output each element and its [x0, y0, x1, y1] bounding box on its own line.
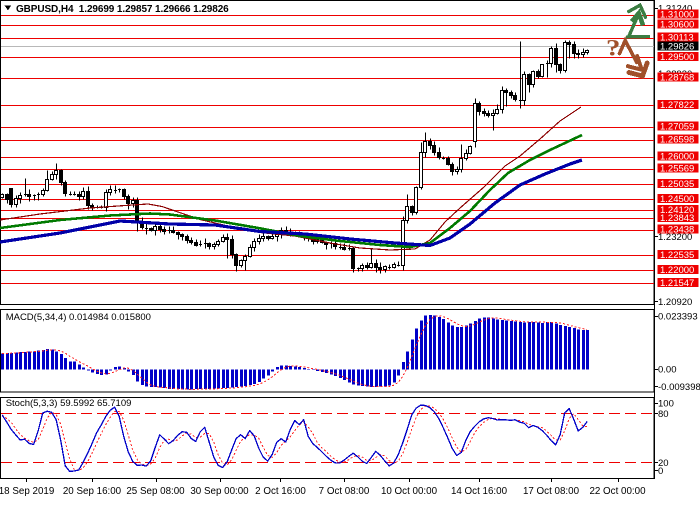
svg-text:30 Sep 00:00: 30 Sep 00:00: [190, 486, 249, 497]
svg-text:7 Oct 08:00: 7 Oct 08:00: [319, 486, 370, 497]
svg-text:80: 80: [658, 409, 669, 420]
svg-text:1.29500: 1.29500: [660, 52, 694, 63]
svg-text:1.22535: 1.22535: [660, 250, 694, 261]
svg-text:1.27059: 1.27059: [660, 121, 694, 132]
svg-text:1.23843: 1.23843: [660, 213, 694, 224]
svg-text:20: 20: [658, 458, 669, 469]
svg-text:1.24500: 1.24500: [660, 194, 694, 205]
svg-text:1.25035: 1.25035: [660, 179, 694, 190]
svg-text:10 Oct 00:00: 10 Oct 00:00: [381, 486, 438, 497]
svg-text:0.00: 0.00: [658, 364, 677, 375]
svg-text:1.28768: 1.28768: [660, 72, 694, 83]
svg-text:1.24120: 1.24120: [660, 205, 694, 216]
svg-text:20 Sep 16:00: 20 Sep 16:00: [63, 486, 122, 497]
svg-text:1.30113: 1.30113: [660, 32, 694, 43]
svg-text:Stoch(5,3,3) 59.5992 65.7109: Stoch(5,3,3) 59.5992 65.7109: [6, 398, 132, 409]
svg-text:1.22000: 1.22000: [660, 265, 694, 276]
svg-text:14 Oct 16:00: 14 Oct 16:00: [451, 486, 508, 497]
svg-text:17 Oct 08:00: 17 Oct 08:00: [523, 486, 580, 497]
svg-text:1.20920: 1.20920: [658, 297, 692, 308]
svg-text:1.31000: 1.31000: [660, 9, 694, 20]
svg-text:1.21547: 1.21547: [660, 278, 694, 289]
svg-text:1.23200: 1.23200: [658, 232, 692, 243]
svg-text:22 Oct 00:00: 22 Oct 00:00: [589, 486, 646, 497]
svg-text:18 Sep 2019: 18 Sep 2019: [0, 486, 54, 497]
svg-text:-0.009398: -0.009398: [658, 382, 700, 393]
svg-text:?: ?: [606, 35, 620, 61]
svg-text:GBPUSD,H4 1.29699 1.29857 1.2: GBPUSD,H4 1.29699 1.29857 1.29666 1.2982…: [16, 4, 229, 15]
svg-text:1.27822: 1.27822: [660, 100, 694, 111]
svg-text:2 Oct 16:00: 2 Oct 16:00: [255, 486, 306, 497]
svg-text:1.26598: 1.26598: [660, 134, 694, 145]
svg-text:1.30600: 1.30600: [660, 19, 694, 30]
svg-text:1.25569: 1.25569: [660, 163, 694, 174]
svg-text:0: 0: [658, 466, 663, 477]
svg-text:1.23438: 1.23438: [660, 224, 694, 235]
svg-text:0.023393: 0.023393: [658, 311, 698, 322]
svg-text:25 Sep 08:00: 25 Sep 08:00: [126, 486, 185, 497]
svg-text:1.26000: 1.26000: [660, 151, 694, 162]
svg-text:1.29826: 1.29826: [660, 41, 694, 52]
svg-text:1.31240: 1.31240: [658, 4, 692, 15]
svg-text:MACD(5,34,4) 0.014984 0.015800: MACD(5,34,4) 0.014984 0.015800: [6, 312, 151, 323]
svg-text:100: 100: [658, 399, 674, 410]
